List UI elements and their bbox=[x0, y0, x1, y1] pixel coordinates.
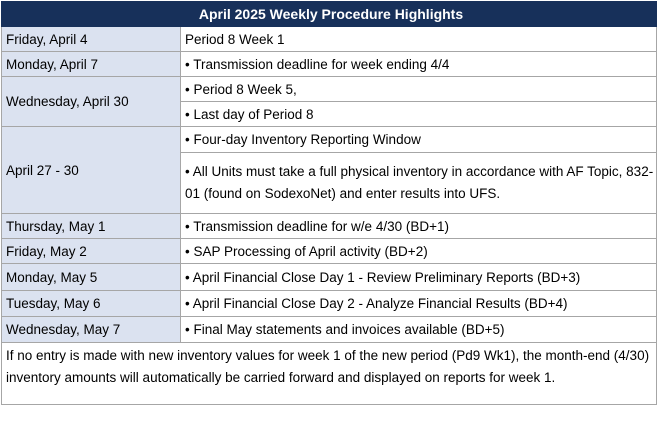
row-item: • Transmission deadline for w/e 4/30 (BD… bbox=[180, 213, 657, 239]
row-item: • Final May statements and invoices avai… bbox=[180, 316, 657, 343]
row-item: • Four-day Inventory Reporting Window bbox=[180, 126, 657, 153]
row-item: • Last day of Period 8 bbox=[180, 101, 657, 127]
row-date: Thursday, May 1 bbox=[1, 213, 181, 239]
footnote: If no entry is made with new inventory v… bbox=[1, 342, 657, 405]
row-item: Period 8 Week 1 bbox=[180, 26, 657, 52]
row-item: • April Financial Close Day 1 - Review P… bbox=[180, 263, 657, 291]
row-date: Friday, April 4 bbox=[1, 26, 181, 52]
row-date: Wednesday, May 7 bbox=[1, 316, 181, 343]
table-row: • All Units must take a full physical in… bbox=[2, 152, 657, 214]
row-item: • All Units must take a full physical in… bbox=[185, 164, 654, 201]
row-item: • SAP Processing of April activity (BD+2… bbox=[180, 238, 657, 264]
row-date: April 27 - 30 bbox=[1, 126, 181, 214]
table-row: Thursday, May 1 • Transmission deadline … bbox=[1, 213, 657, 239]
row-item: • Transmission deadline for week ending … bbox=[180, 51, 657, 77]
row-item-cell: • All Units must take a full physical in… bbox=[180, 152, 657, 214]
row-date: Friday, May 2 bbox=[1, 238, 181, 264]
table-title: April 2025 Weekly Procedure Highlights bbox=[1, 1, 657, 27]
row-item: • April Financial Close Day 2 - Analyze … bbox=[180, 290, 657, 317]
table-row: Wednesday, May 7 • Final May statements … bbox=[1, 316, 657, 343]
row-date: Monday, May 5 bbox=[1, 263, 181, 291]
table-row: Friday, May 2 • SAP Processing of April … bbox=[1, 238, 657, 264]
table-row: Monday, May 5 • April Financial Close Da… bbox=[1, 263, 657, 291]
footnote-row: If no entry is made with new inventory v… bbox=[1, 342, 657, 405]
table-row: Wednesday, April 30 • Period 8 Week 5, bbox=[1, 76, 657, 127]
table-row: April 27 - 30 • Four-day Inventory Repor… bbox=[1, 126, 657, 214]
table-row: Monday, April 7 • Transmission deadline … bbox=[1, 51, 657, 77]
row-date: Wednesday, April 30 bbox=[1, 76, 181, 127]
table-row: Tuesday, May 6 • April Financial Close D… bbox=[1, 290, 657, 317]
table-row: • Last day of Period 8 bbox=[2, 101, 657, 127]
procedure-highlights-table: April 2025 Weekly Procedure Highlights F… bbox=[1, 1, 657, 405]
row-date: Tuesday, May 6 bbox=[1, 290, 181, 317]
table-row: Friday, April 4 Period 8 Week 1 bbox=[1, 26, 657, 52]
row-item: • Period 8 Week 5, bbox=[180, 76, 657, 102]
table-header-row: April 2025 Weekly Procedure Highlights bbox=[1, 1, 657, 27]
row-date: Monday, April 7 bbox=[1, 51, 181, 77]
